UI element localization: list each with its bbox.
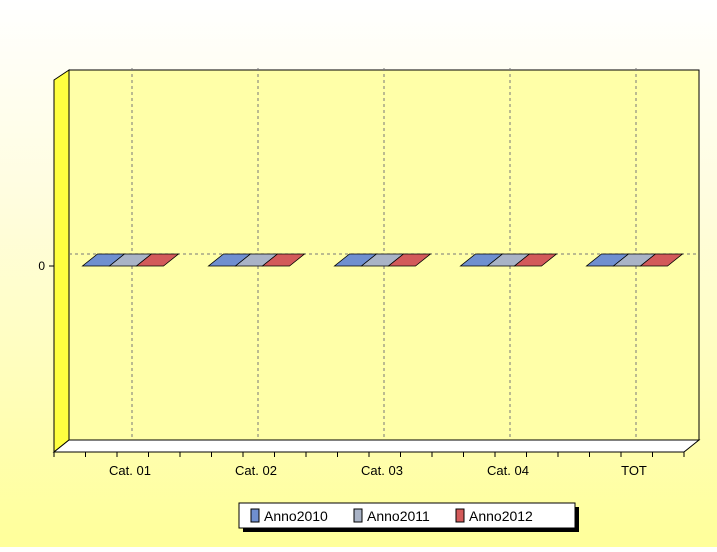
y-tick-label: 0 <box>38 259 45 273</box>
x-tick-label: Cat. 03 <box>361 463 403 478</box>
x-tick-labels: Cat. 01 Cat. 02 Cat. 03 Cat. 04 TOT <box>109 463 647 478</box>
bar-anno2012-3 <box>513 253 558 267</box>
chart-floor <box>52 439 701 453</box>
legend-label: Anno2010 <box>264 508 328 524</box>
legend-swatch <box>455 508 465 523</box>
x-tick-label: Cat. 01 <box>109 463 151 478</box>
bar-anno2012-2 <box>387 253 432 267</box>
chart-side-wall <box>53 69 70 454</box>
x-tick-label: TOT <box>621 463 647 478</box>
legend-box <box>238 502 576 529</box>
legend-swatch <box>250 508 260 523</box>
bar-anno2012-0 <box>135 253 180 267</box>
x-tick-label: Cat. 04 <box>487 463 529 478</box>
bar-anno2012-4 <box>639 253 684 267</box>
legend-label: Anno2011 <box>367 508 430 524</box>
y-tick-labels: 0 <box>38 259 45 273</box>
legend-label: Anno2012 <box>469 508 533 524</box>
bars <box>81 253 684 267</box>
legend-swatch <box>353 508 363 523</box>
legend: Anno2010 Anno2011 Anno2012 <box>238 502 579 532</box>
axis-ticks <box>49 265 685 457</box>
bar-anno2012-1 <box>261 253 306 267</box>
x-tick-label: Cat. 02 <box>235 463 277 478</box>
